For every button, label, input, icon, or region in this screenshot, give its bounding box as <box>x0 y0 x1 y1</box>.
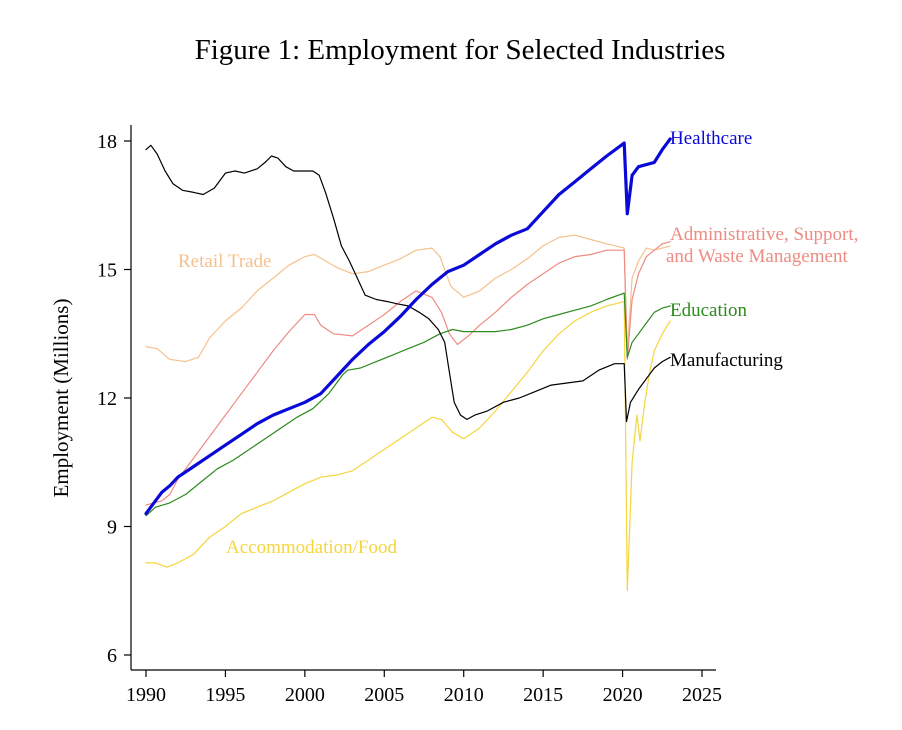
y-tick-label: 12 <box>97 388 117 410</box>
axes: 6 9 12 15 18 1990 1995 2000 2005 2010 2015 2020 2025 <box>97 125 722 706</box>
series-line-accommodation-food <box>145 301 671 592</box>
series-line-administrative-support-and-waste-management <box>145 241 671 506</box>
y-tick-label: 6 <box>107 645 117 667</box>
x-tick-label: 2015 <box>523 684 563 706</box>
series-label-accommodation-food: Accommodation/Food <box>226 537 397 558</box>
x-tick-label: 2010 <box>444 684 484 706</box>
series-label-retail-trade: Retail Trade <box>178 251 271 272</box>
series-label-administrative-support-and-waste-management: Administrative, Support, <box>670 224 858 245</box>
series-label-manufacturing: Manufacturing <box>670 350 783 371</box>
chart-title: Figure 1: Employment for Selected Indust… <box>194 34 726 66</box>
series-line-manufacturing <box>145 144 671 423</box>
series-lines <box>144 137 672 592</box>
x-tick-label: 2025 <box>682 684 722 706</box>
x-tick-label: 2005 <box>364 684 404 706</box>
x-tick-label: 1995 <box>205 684 245 706</box>
x-tick-label: 2020 <box>603 684 643 706</box>
series-label-healthcare: Healthcare <box>670 128 752 149</box>
series-label-education: Education <box>670 300 748 321</box>
x-tick-label: 2000 <box>285 684 325 706</box>
series-labels: Retail Trade Accommodation/Food Administra… <box>178 128 858 558</box>
y-axis-label: Employment (Millions) <box>49 299 73 498</box>
y-tick-label: 9 <box>107 517 117 539</box>
series-label-administrative-support-and-waste-management: and Waste Management <box>666 246 848 267</box>
series-line-healthcare <box>144 137 672 516</box>
x-tick-label: 1990 <box>126 684 166 706</box>
y-tick-label: 18 <box>97 131 117 153</box>
y-tick-label: 15 <box>97 260 117 282</box>
series-line-education <box>145 292 671 517</box>
